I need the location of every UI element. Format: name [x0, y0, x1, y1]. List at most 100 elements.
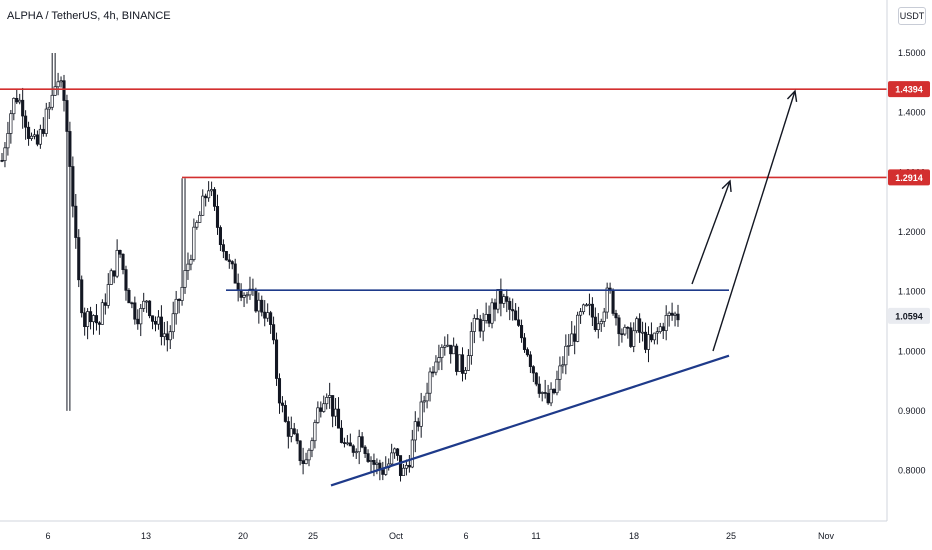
candlestick: [573, 325, 577, 355]
candle-body: [676, 313, 680, 321]
candle-body: [29, 135, 34, 139]
candle-body: [396, 448, 400, 456]
target-arrow: [691, 179, 732, 285]
candlestick: [455, 343, 459, 376]
candlestick: [581, 303, 586, 315]
drawings-layer: [0, 88, 887, 487]
candle-body: [106, 284, 110, 306]
candle-body: [245, 294, 249, 297]
candlestick: [369, 456, 373, 473]
candlestick: [593, 307, 597, 332]
x-tick-label: 13: [141, 531, 151, 541]
candlestick: [396, 448, 400, 461]
candle-body: [546, 392, 550, 404]
price-tag-bg: [888, 169, 930, 186]
candlestick: [646, 326, 651, 363]
candle-body: [573, 333, 577, 342]
y-tick-label: 1.1000: [898, 287, 926, 297]
candle-body: [528, 354, 532, 367]
candlestick: [230, 260, 234, 270]
arrow-head: [721, 179, 732, 193]
candle-body: [564, 345, 568, 366]
candle-body: [283, 405, 287, 422]
candlestick: [145, 300, 149, 313]
candlestick: [133, 296, 137, 325]
candlestick: [496, 289, 500, 314]
candlestick: [519, 319, 524, 343]
candlestick: [283, 400, 287, 423]
candle-body: [466, 355, 470, 371]
candle-body: [145, 300, 149, 303]
candle-body: [133, 302, 137, 320]
candle-body: [18, 99, 22, 103]
candlestick: [130, 301, 134, 309]
candle-body: [522, 337, 527, 350]
candlestick: [292, 422, 296, 435]
candlestick: [277, 373, 282, 414]
candle-body: [171, 313, 175, 333]
candlestick: [605, 282, 609, 319]
candlestick: [635, 316, 639, 334]
candlestick: [153, 316, 158, 332]
candle-body: [177, 298, 181, 301]
candlestick: [363, 445, 367, 458]
candlestick: [434, 355, 438, 376]
candle-body: [139, 308, 143, 325]
candle-body: [41, 128, 45, 134]
y-tick-label: 0.9000: [898, 406, 926, 416]
candlestick: [431, 366, 435, 378]
candlestick: [151, 315, 155, 330]
candlestick: [339, 420, 344, 444]
candle-body: [148, 300, 152, 317]
candlestick: [325, 393, 329, 410]
candle-body: [218, 227, 222, 245]
candle-body: [260, 299, 264, 313]
candle-body: [407, 464, 411, 468]
candle-body: [74, 205, 78, 238]
candlestick: [142, 292, 146, 312]
candlestick: [189, 254, 193, 271]
candle-body: [71, 166, 75, 207]
candle-body: [277, 378, 282, 404]
candlestick: [676, 304, 680, 327]
candle-body: [390, 452, 394, 465]
arrow-shaft: [712, 90, 796, 352]
candlestick: [425, 382, 429, 409]
candle-body: [567, 345, 571, 347]
currency-badge[interactable]: USDT: [898, 7, 926, 25]
candlestick: [641, 321, 645, 342]
candlestick: [201, 189, 205, 216]
candle-body: [307, 449, 311, 461]
candlestick: [629, 322, 633, 349]
candle-body: [410, 439, 414, 468]
candle-body: [351, 445, 355, 453]
candlestick: [59, 76, 63, 88]
arrow-head: [786, 89, 798, 102]
candlestick: [505, 289, 509, 313]
x-tick-label: 11: [531, 531, 540, 541]
candle-body: [552, 388, 556, 394]
candle-body: [561, 364, 565, 367]
candle-body: [230, 261, 234, 265]
candlestick: [218, 225, 222, 251]
candlestick: [558, 356, 562, 391]
price-tag-label: 1.0594: [895, 311, 923, 321]
candle-body: [472, 317, 476, 332]
candlestick: [342, 437, 346, 448]
candlestick: [65, 94, 69, 411]
candle-body: [239, 289, 243, 298]
candle-body: [292, 428, 296, 435]
candle-body: [257, 299, 261, 312]
candle-body: [212, 189, 217, 207]
candle-body: [207, 190, 211, 199]
candle-body: [221, 244, 225, 252]
candle-body: [62, 80, 66, 101]
candlestick: [139, 304, 143, 337]
y-tick-label: 1.5000: [898, 48, 926, 58]
candlestick: [183, 178, 187, 294]
candlestick: [478, 314, 482, 338]
candle-body: [195, 222, 199, 228]
candlestick: [115, 239, 119, 279]
